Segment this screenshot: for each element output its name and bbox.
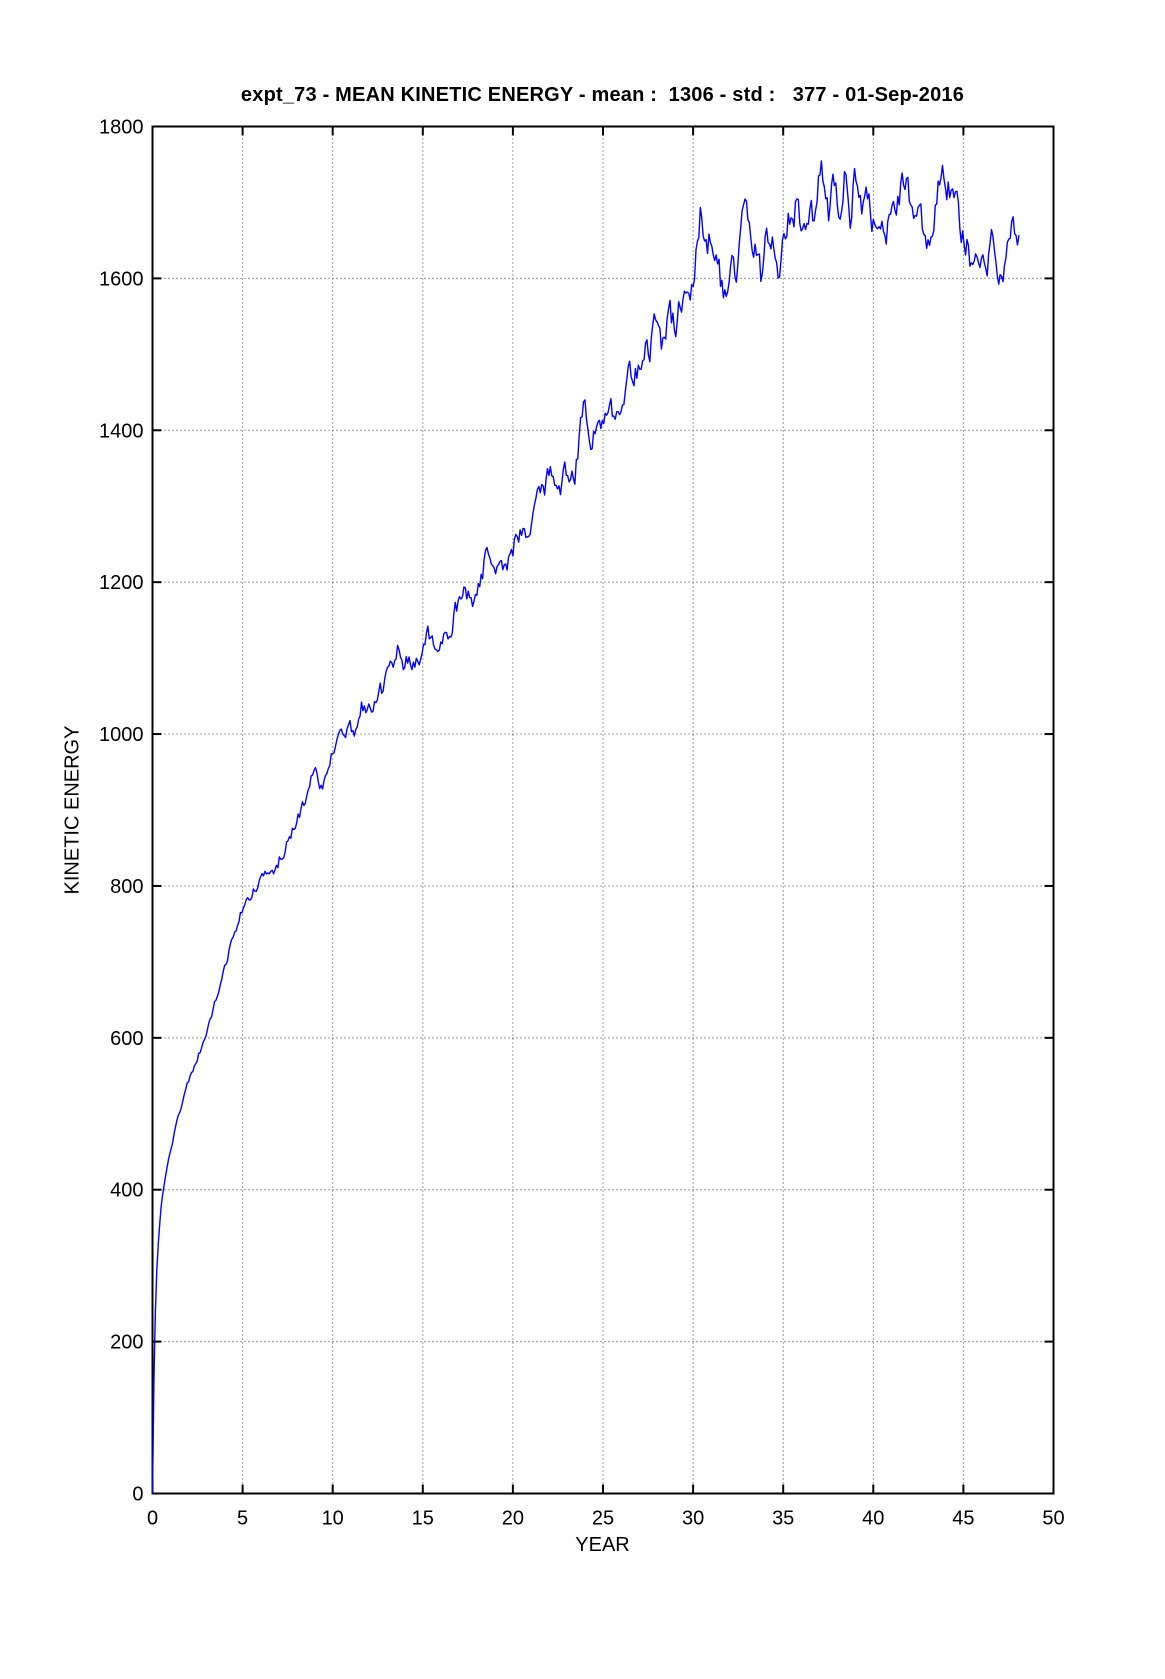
chart-title: expt_73 - MEAN KINETIC ENERGY - mean : 1…: [240, 84, 965, 106]
y-tick-label: 1200: [99, 572, 144, 594]
y-tick-label: 1600: [99, 268, 144, 290]
x-tick-label: 0: [147, 1508, 158, 1530]
x-tick-label: 5: [237, 1508, 248, 1530]
y-tick-label: 1800: [99, 117, 144, 139]
x-tick-label: 20: [502, 1508, 524, 1530]
y-tick-label: 400: [110, 1180, 143, 1202]
x-tick-label: 25: [592, 1508, 614, 1530]
axes-box: [151, 125, 1055, 1495]
x-tick-label: 50: [1042, 1508, 1064, 1530]
y-tick-label: 0: [132, 1484, 143, 1506]
x-tick-label: 15: [412, 1508, 434, 1530]
x-axis-label: YEAR: [575, 1534, 630, 1556]
y-tick-label: 200: [110, 1332, 143, 1354]
x-tick-label: 35: [772, 1508, 794, 1530]
y-tick-label: 1400: [99, 420, 144, 442]
x-tick-label: 10: [322, 1508, 344, 1530]
y-tick-label: 1000: [99, 724, 144, 746]
y-tick-label: 600: [110, 1028, 143, 1050]
series-line: [151, 160, 1020, 1495]
x-tick-label: 30: [682, 1508, 704, 1530]
x-tick-label: 45: [952, 1508, 974, 1530]
y-tick-label: 800: [110, 876, 143, 898]
x-tick-label: 40: [862, 1508, 884, 1530]
